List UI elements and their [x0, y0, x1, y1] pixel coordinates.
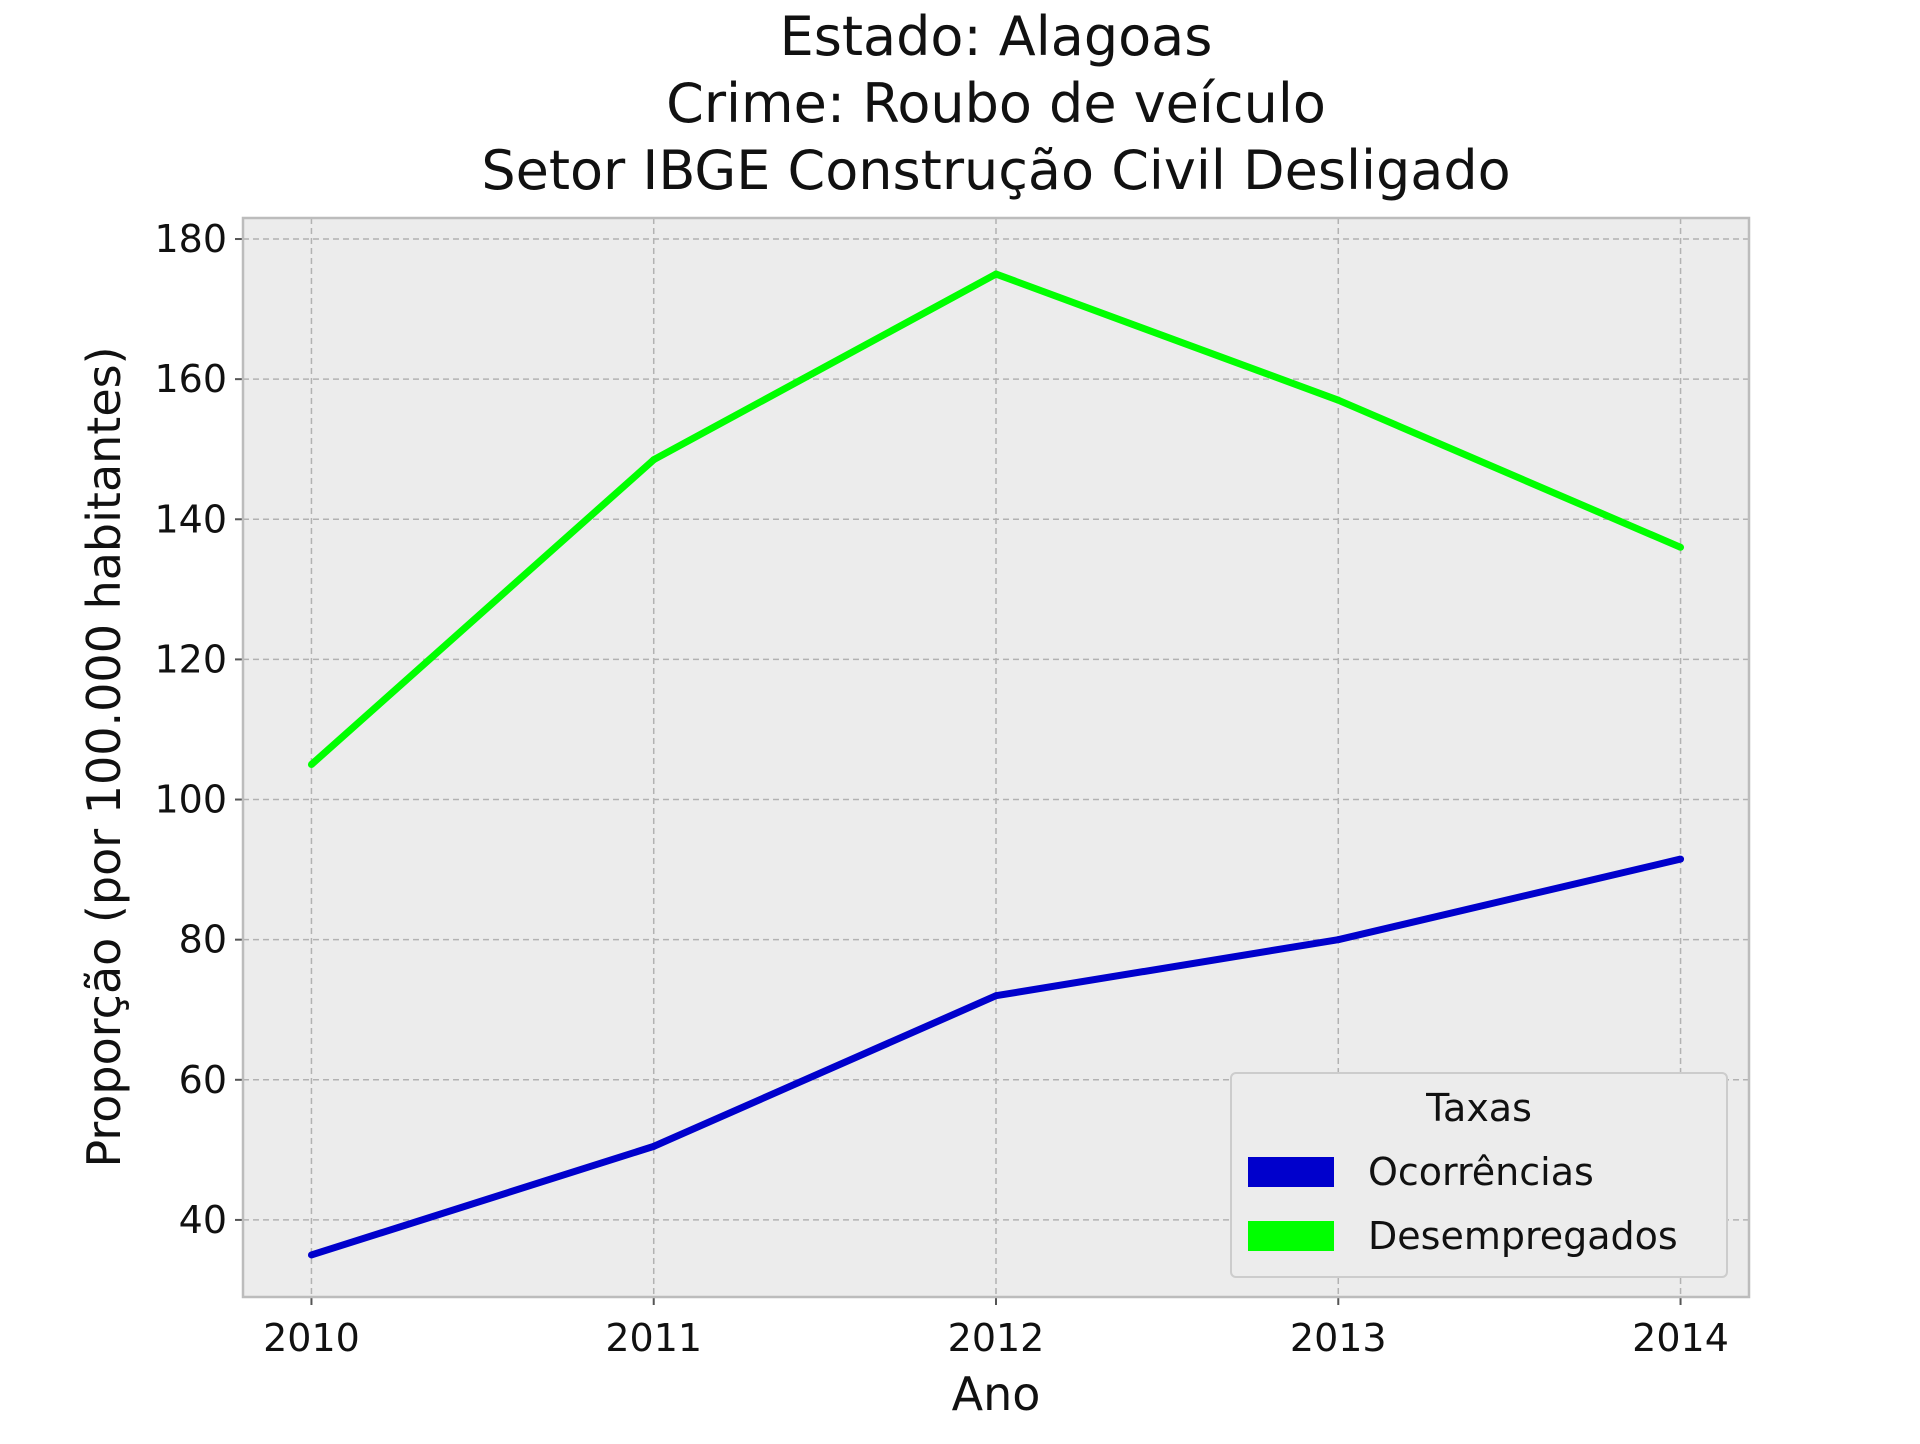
- y-tick-label: 160: [154, 357, 227, 401]
- data-point-desempregados: [307, 761, 315, 769]
- y-tick-label: 60: [179, 1058, 227, 1102]
- data-point-ocorrencias: [307, 1251, 315, 1259]
- plot-frame: [241, 216, 1751, 1299]
- x-axis-label: Ano: [952, 1367, 1041, 1421]
- y-tick-label: 100: [154, 778, 227, 822]
- x-tick-label: 2013: [1290, 1316, 1387, 1360]
- data-point-ocorrencias: [1334, 936, 1342, 944]
- legend-swatch-desempregados: [1248, 1221, 1334, 1251]
- x-tick-label: 2010: [263, 1316, 360, 1360]
- data-point-ocorrencias: [992, 992, 1000, 1000]
- grid-layer: [243, 218, 1749, 1297]
- x-tick-label: 2011: [605, 1316, 702, 1360]
- data-point-desempregados: [1677, 543, 1685, 551]
- legend-swatch-ocorrencias: [1248, 1157, 1334, 1187]
- data-point-ocorrencias: [650, 1142, 658, 1150]
- data-point-desempregados: [650, 456, 658, 464]
- y-tick-label: 140: [154, 497, 227, 541]
- y-tick-label: 80: [179, 918, 227, 962]
- legend-label-ocorrencias: Ocorrências: [1368, 1150, 1594, 1194]
- data-point-desempregados: [1334, 396, 1342, 404]
- chart-title-line-1: Estado: Alagoas: [780, 5, 1213, 68]
- chart-title-line-3: Setor IBGE Construção Civil Desligado: [481, 139, 1510, 202]
- legend: Taxas Ocorrências Desempregados: [1230, 1072, 1728, 1278]
- tick-layer: 2010 2011 2012 2013 2014 40 60 80 100 120 140 160 18…: [154, 217, 1728, 1360]
- legend-title: Taxas: [1425, 1086, 1532, 1130]
- x-tick-label: 2012: [948, 1316, 1045, 1360]
- x-tick-label: 2014: [1632, 1316, 1729, 1360]
- chart-title-line-2: Crime: Roubo de veículo: [666, 72, 1326, 135]
- data-point-ocorrencias: [1677, 855, 1685, 863]
- legend-label-desempregados: Desempregados: [1368, 1214, 1678, 1258]
- legend-box: [1230, 1072, 1728, 1278]
- y-tick-label: 120: [154, 637, 227, 681]
- y-tick-label: 40: [179, 1198, 227, 1242]
- data-point-desempregados: [992, 270, 1000, 278]
- series-layer: [307, 270, 1685, 1259]
- y-tick-label: 180: [154, 217, 227, 261]
- y-axis-label: Proporção (por 100.000 habitantes): [77, 346, 131, 1167]
